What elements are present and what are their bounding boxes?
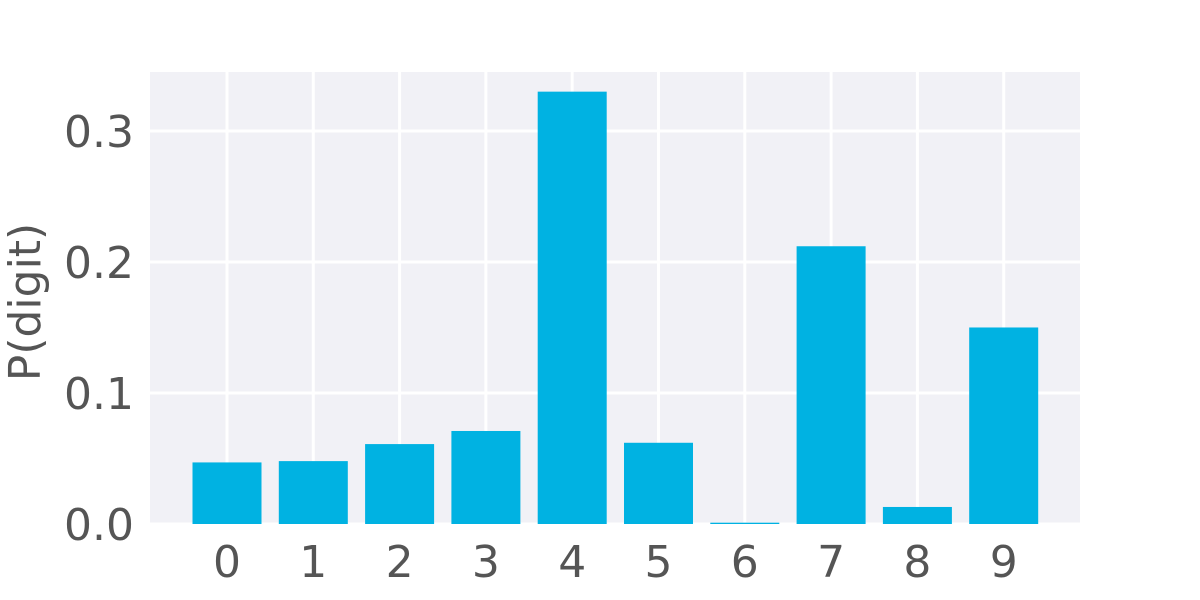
- y-axis-label: P(digit): [0, 223, 51, 381]
- y-tick-label: 0.0: [64, 500, 134, 551]
- x-tick-label: 0: [213, 537, 241, 588]
- bar-digit-3: [451, 430, 521, 524]
- y-tick-label: 0.3: [64, 107, 134, 158]
- x-tick-label: 1: [299, 537, 327, 588]
- bars: [192, 91, 1039, 525]
- y-axis-ticks: 0.0 0.1 0.2 0.3: [64, 107, 134, 551]
- bar-digit-1: [278, 461, 348, 524]
- x-tick-label: 7: [817, 537, 845, 588]
- x-tick-label: 9: [990, 537, 1018, 588]
- bar-digit-6: [710, 522, 780, 524]
- bar-digit-9: [969, 327, 1039, 524]
- x-tick-label: 5: [645, 537, 673, 588]
- bar-digit-2: [365, 444, 435, 524]
- y-tick-label: 0.2: [64, 238, 134, 289]
- x-tick-label: 2: [386, 537, 414, 588]
- bar-digit-5: [624, 442, 693, 524]
- y-tick-label: 0.1: [64, 369, 134, 420]
- bar-digit-4: [537, 91, 607, 525]
- x-axis-ticks: 0 1 2 3 4 5 6 7 8 9: [213, 537, 1018, 588]
- x-tick-label: 3: [472, 537, 500, 588]
- bar-digit-8: [882, 506, 952, 524]
- plot-area: [150, 72, 1080, 524]
- bar-digit-0: [192, 462, 262, 524]
- bar-digit-7: [796, 246, 866, 525]
- x-tick-label: 8: [903, 537, 931, 588]
- x-tick-label: 4: [558, 537, 586, 588]
- x-tick-label: 6: [731, 537, 759, 588]
